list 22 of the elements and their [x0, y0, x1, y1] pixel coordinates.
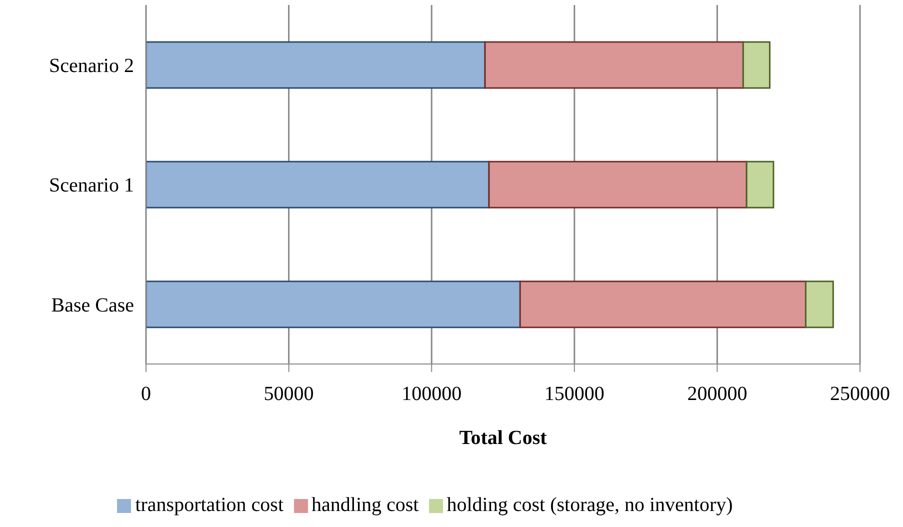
bar — [804, 280, 834, 328]
bar — [146, 160, 490, 208]
x-tick-label: 200000 — [687, 383, 748, 406]
bar — [519, 280, 806, 328]
legend-label: handling cost — [312, 494, 419, 516]
bar — [146, 41, 486, 89]
y-tick-label: Scenario 1 — [49, 174, 134, 197]
x-tick-label: 150000 — [544, 383, 604, 406]
legend-label: transportation cost — [135, 494, 284, 516]
y-tick-label: Base Case — [51, 294, 134, 316]
bar — [484, 41, 744, 89]
bar — [146, 280, 521, 328]
x-tick-label: 250000 — [830, 383, 890, 406]
y-tick-label: Scenario 2 — [49, 54, 134, 77]
legend-label: holding cost (storage, no inventory) — [446, 494, 733, 516]
bar — [746, 160, 774, 208]
x-tick-label: 100000 — [402, 383, 462, 406]
x-axis-title: Total Cost — [459, 427, 548, 449]
x-tick-label: 50000 — [264, 383, 314, 406]
bar — [488, 160, 748, 208]
x-tick-label: 0 — [141, 383, 151, 406]
bar — [742, 41, 770, 89]
